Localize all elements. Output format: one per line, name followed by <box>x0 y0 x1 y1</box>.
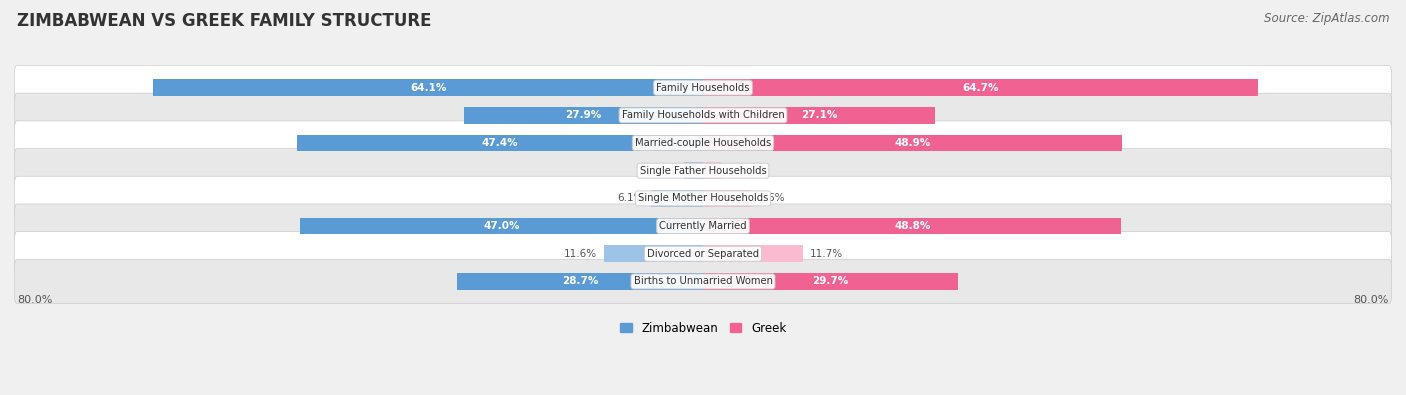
Text: Currently Married: Currently Married <box>659 221 747 231</box>
Text: Family Households: Family Households <box>657 83 749 93</box>
Bar <box>703 135 1122 151</box>
Bar <box>703 218 1122 234</box>
FancyBboxPatch shape <box>14 66 1392 110</box>
Text: 11.7%: 11.7% <box>810 249 844 259</box>
FancyBboxPatch shape <box>14 149 1392 193</box>
Bar <box>685 162 703 179</box>
Text: 47.0%: 47.0% <box>484 221 520 231</box>
Bar <box>703 79 1258 96</box>
Text: 64.7%: 64.7% <box>962 83 998 93</box>
Bar <box>703 245 803 262</box>
Bar <box>464 107 703 124</box>
Bar <box>299 218 703 234</box>
Text: 48.9%: 48.9% <box>894 138 931 148</box>
FancyBboxPatch shape <box>14 93 1392 137</box>
Text: ZIMBABWEAN VS GREEK FAMILY STRUCTURE: ZIMBABWEAN VS GREEK FAMILY STRUCTURE <box>17 12 432 30</box>
Text: Source: ZipAtlas.com: Source: ZipAtlas.com <box>1264 12 1389 25</box>
FancyBboxPatch shape <box>14 259 1392 304</box>
Bar <box>703 190 751 207</box>
Bar <box>153 79 703 96</box>
Text: 27.1%: 27.1% <box>801 110 838 120</box>
Text: 27.9%: 27.9% <box>565 110 602 120</box>
FancyBboxPatch shape <box>14 121 1392 165</box>
Text: Births to Unmarried Women: Births to Unmarried Women <box>634 276 772 286</box>
Bar <box>603 245 703 262</box>
Text: Married-couple Households: Married-couple Households <box>636 138 770 148</box>
Text: 80.0%: 80.0% <box>17 295 52 305</box>
Text: 11.6%: 11.6% <box>564 249 596 259</box>
Text: 29.7%: 29.7% <box>813 276 848 286</box>
Text: 48.8%: 48.8% <box>894 221 931 231</box>
Text: 80.0%: 80.0% <box>1354 295 1389 305</box>
Bar <box>703 107 935 124</box>
Text: 2.2%: 2.2% <box>651 166 678 176</box>
Text: 6.1%: 6.1% <box>617 194 644 203</box>
Bar <box>297 135 703 151</box>
Bar <box>457 273 703 290</box>
FancyBboxPatch shape <box>14 176 1392 220</box>
Text: Family Households with Children: Family Households with Children <box>621 110 785 120</box>
Bar <box>651 190 703 207</box>
Text: 28.7%: 28.7% <box>562 276 598 286</box>
Text: Single Mother Households: Single Mother Households <box>638 194 768 203</box>
Bar <box>703 162 721 179</box>
FancyBboxPatch shape <box>14 231 1392 276</box>
FancyBboxPatch shape <box>14 204 1392 248</box>
Text: Divorced or Separated: Divorced or Separated <box>647 249 759 259</box>
Text: 64.1%: 64.1% <box>411 83 446 93</box>
Bar <box>703 273 957 290</box>
Text: 5.6%: 5.6% <box>758 194 785 203</box>
Text: 2.1%: 2.1% <box>728 166 755 176</box>
Text: 47.4%: 47.4% <box>481 138 517 148</box>
Text: Single Father Households: Single Father Households <box>640 166 766 176</box>
Legend: Zimbabwean, Greek: Zimbabwean, Greek <box>616 318 790 338</box>
